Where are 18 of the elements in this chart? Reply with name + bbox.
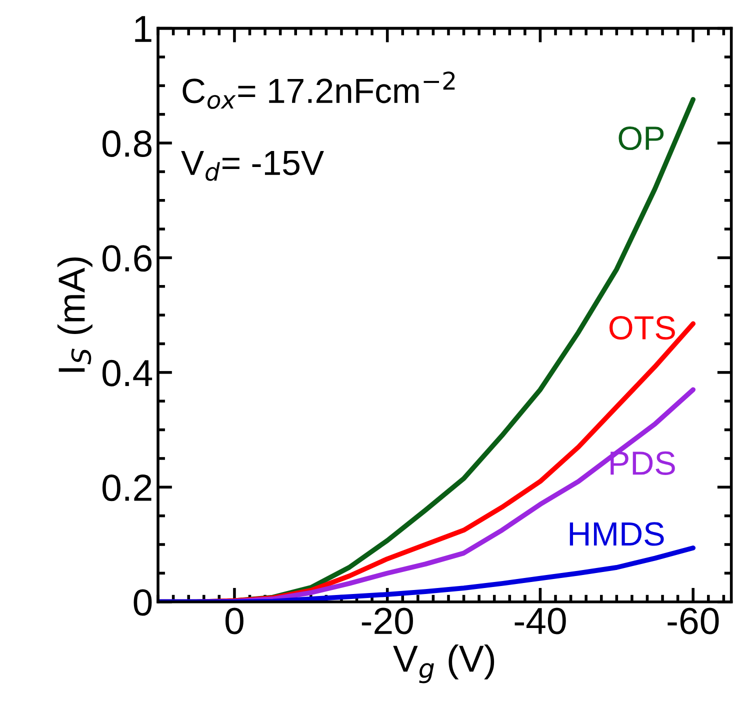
y-tick-label: 0 <box>134 589 152 616</box>
line-series <box>158 546 696 602</box>
y-axis-title: I$_{S}$ (mA) <box>57 257 92 372</box>
annotation: V$_{d}$= -15V <box>181 150 324 181</box>
y-tick-label: 0.8 <box>102 130 152 157</box>
x-tick-label: -20 <box>362 608 413 634</box>
y-tick-label: 0.2 <box>102 474 152 502</box>
x-tick-label: -40 <box>514 608 566 634</box>
annotation: C$_{ox}$= 17.2nFcm$^{−2}$ <box>182 72 455 109</box>
y-tick-label: 1 <box>135 16 152 42</box>
x-tick-label: 0 <box>226 608 244 634</box>
series-label: HMDS <box>570 522 664 546</box>
series-label: OP <box>618 126 664 150</box>
x-axis-title: V$_{g}$ (V) <box>393 644 494 684</box>
series-label: OTS <box>609 316 675 340</box>
x-tick-label: -60 <box>668 608 719 634</box>
y-tick-label: 0.6 <box>102 245 152 272</box>
y-tick-label: 0.4 <box>102 360 152 386</box>
